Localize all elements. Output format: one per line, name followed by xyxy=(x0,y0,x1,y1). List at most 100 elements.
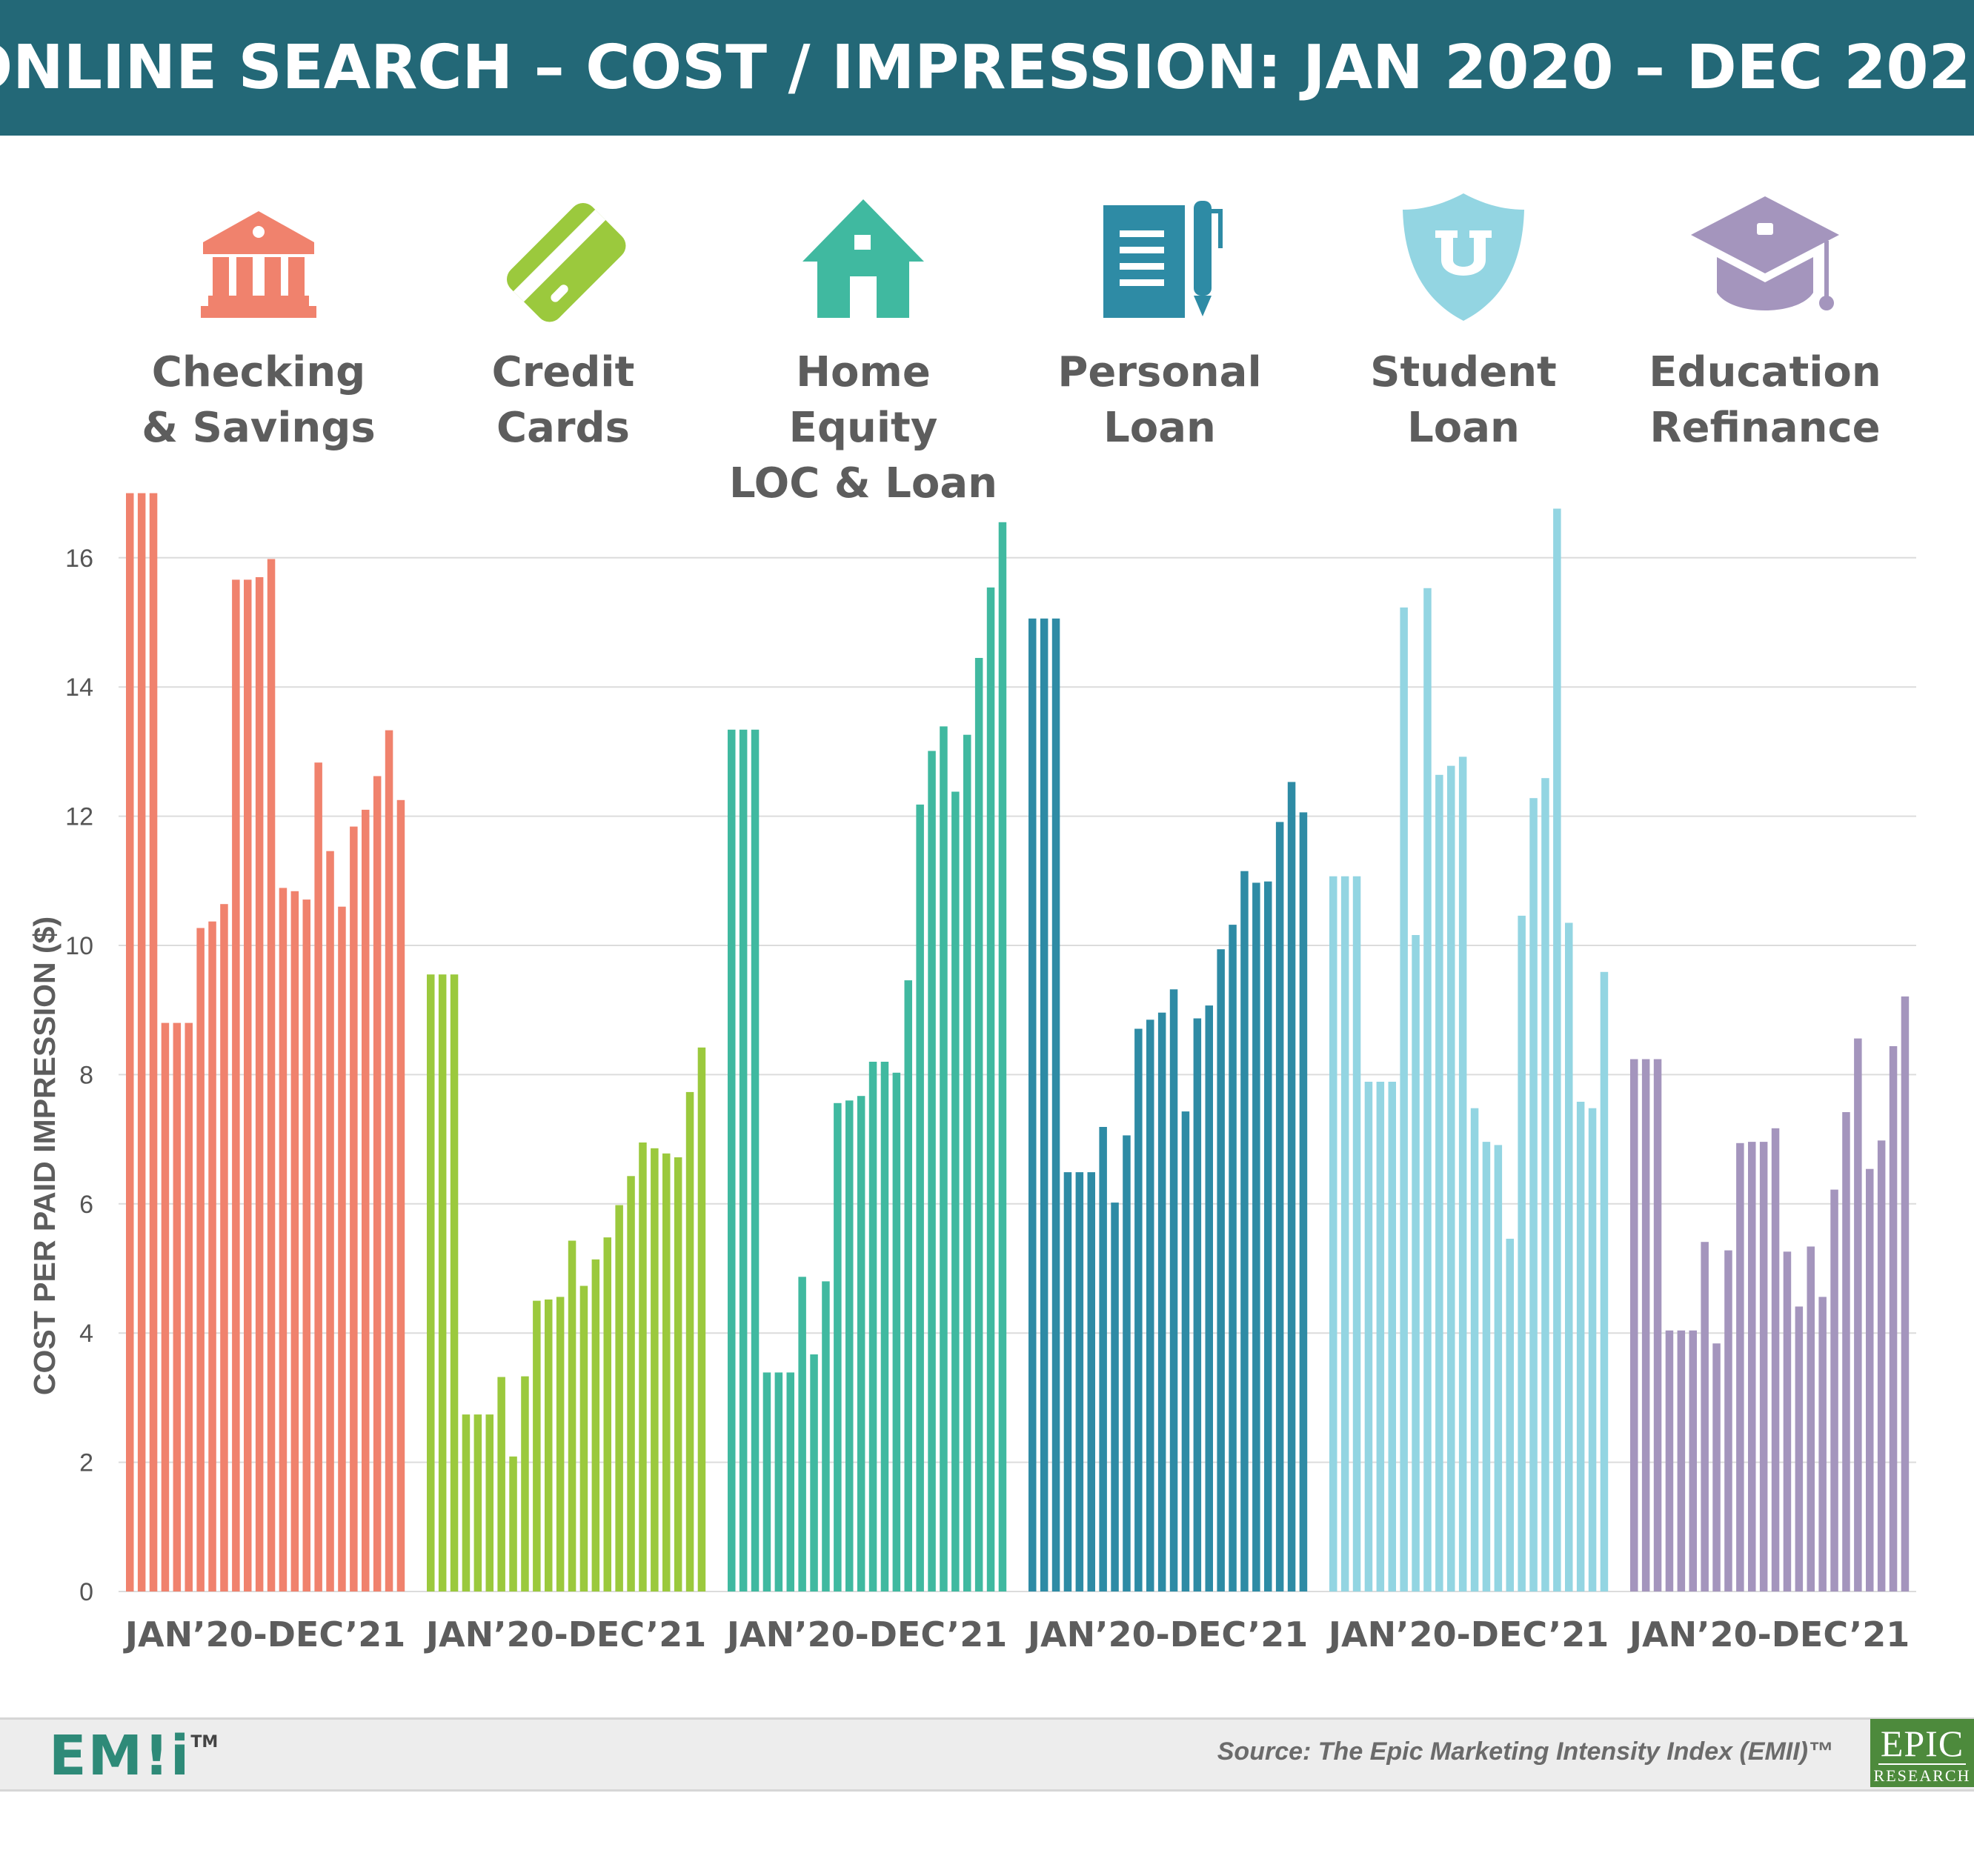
bar xyxy=(1075,1172,1084,1591)
bar xyxy=(1889,1046,1898,1591)
bar xyxy=(290,891,299,1591)
bar xyxy=(1240,871,1249,1591)
bar xyxy=(1630,1059,1638,1591)
bar xyxy=(1541,778,1549,1591)
y-tick-label: 10 xyxy=(65,932,93,960)
category-checking-savings: Checking & Savings xyxy=(110,189,407,456)
bar-chart: 0 2 4 6 8 10 12 14 16 JAN’20-DEC’21 JAN’20-DEC’21… xyxy=(27,493,1916,1654)
x-group-label: JAN’20-DEC’21 xyxy=(725,1614,1007,1654)
bar xyxy=(509,1456,517,1591)
x-group-label: JAN’20-DEC’21 xyxy=(123,1614,405,1654)
bar xyxy=(786,1372,794,1591)
bar xyxy=(232,579,240,1591)
bar xyxy=(244,579,252,1591)
bar xyxy=(857,1096,865,1591)
category-label-line1: Personal xyxy=(1057,348,1262,396)
y-tick-label: 12 xyxy=(65,803,93,831)
emii-logo: EM!iTM xyxy=(49,1724,219,1788)
bar xyxy=(868,1062,877,1591)
bar xyxy=(1748,1142,1756,1591)
bar xyxy=(1287,782,1296,1591)
graduation-cap-icon xyxy=(1691,196,1839,310)
bar xyxy=(986,587,995,1591)
bar xyxy=(427,974,435,1591)
category-personal-loan: Personal Loan xyxy=(1011,189,1308,456)
bar xyxy=(126,493,134,1591)
category-education-refinance: Education Refinance xyxy=(1617,189,1913,456)
bar xyxy=(185,1022,193,1591)
y-tick-label: 2 xyxy=(79,1449,93,1477)
bar xyxy=(1447,765,1455,1591)
bar xyxy=(173,1022,182,1591)
bar xyxy=(1340,876,1349,1591)
bar xyxy=(1217,949,1225,1591)
bar xyxy=(1553,508,1561,1591)
bar xyxy=(208,921,216,1591)
bar xyxy=(1866,1168,1874,1591)
bar xyxy=(314,762,322,1591)
bar xyxy=(1412,935,1420,1591)
x-group-label: JAN’20-DEC’21 xyxy=(1326,1614,1609,1654)
bar xyxy=(1712,1343,1721,1591)
bar xyxy=(1854,1038,1862,1591)
bar xyxy=(603,1237,611,1591)
epic-research-logo: EPIC RESEARCH xyxy=(1870,1719,1974,1787)
bar xyxy=(1458,756,1467,1591)
bar xyxy=(1364,1082,1373,1591)
bar xyxy=(438,974,447,1591)
bar xyxy=(916,804,924,1591)
bar xyxy=(1783,1251,1792,1591)
bar xyxy=(1701,1242,1709,1591)
bar xyxy=(1099,1127,1107,1591)
bar xyxy=(685,1091,694,1591)
bar xyxy=(1818,1297,1827,1591)
bar xyxy=(1123,1135,1131,1591)
category-label-line1: Home Equity xyxy=(788,348,938,452)
bar xyxy=(1299,812,1308,1591)
category-label-line2: & Savings xyxy=(142,404,376,452)
y-tick-label: 0 xyxy=(79,1578,93,1606)
bar xyxy=(822,1281,830,1591)
bar xyxy=(267,559,276,1591)
bar xyxy=(1759,1142,1768,1591)
bar xyxy=(149,493,158,1591)
bar xyxy=(1087,1172,1095,1591)
bar xyxy=(568,1240,576,1591)
bar xyxy=(1423,588,1432,1591)
bar xyxy=(639,1142,647,1591)
bar xyxy=(974,658,983,1591)
bar xyxy=(1807,1246,1815,1591)
bar xyxy=(1724,1250,1732,1591)
bar xyxy=(362,809,370,1591)
bar xyxy=(1134,1028,1143,1591)
bar xyxy=(798,1277,806,1591)
bar xyxy=(1352,876,1361,1591)
bar xyxy=(1229,925,1237,1591)
bar xyxy=(1051,618,1060,1591)
bar xyxy=(1111,1203,1119,1591)
bar xyxy=(1565,922,1573,1591)
category-credit-cards: Credit Cards xyxy=(415,189,711,456)
bar xyxy=(963,734,971,1592)
bar xyxy=(1063,1172,1072,1591)
bar xyxy=(373,776,382,1591)
bar xyxy=(627,1176,635,1591)
house-icon xyxy=(802,199,924,318)
y-tick-label: 8 xyxy=(79,1061,93,1089)
bar xyxy=(338,906,346,1591)
bar xyxy=(1653,1059,1662,1591)
x-group-label: JAN’20-DEC’21 xyxy=(424,1614,706,1654)
category-label-line1: Student xyxy=(1370,348,1557,396)
bar xyxy=(739,729,748,1591)
category-label-line1: Checking xyxy=(151,348,366,396)
bar xyxy=(485,1414,494,1591)
bar xyxy=(774,1372,783,1591)
bar xyxy=(674,1157,682,1591)
bar xyxy=(545,1299,553,1591)
category-label-line2: Refinance xyxy=(1649,404,1881,452)
bank-icon xyxy=(201,211,316,318)
bar xyxy=(1901,996,1910,1591)
bar xyxy=(350,826,358,1591)
bar xyxy=(1600,971,1609,1591)
bar xyxy=(279,888,288,1591)
